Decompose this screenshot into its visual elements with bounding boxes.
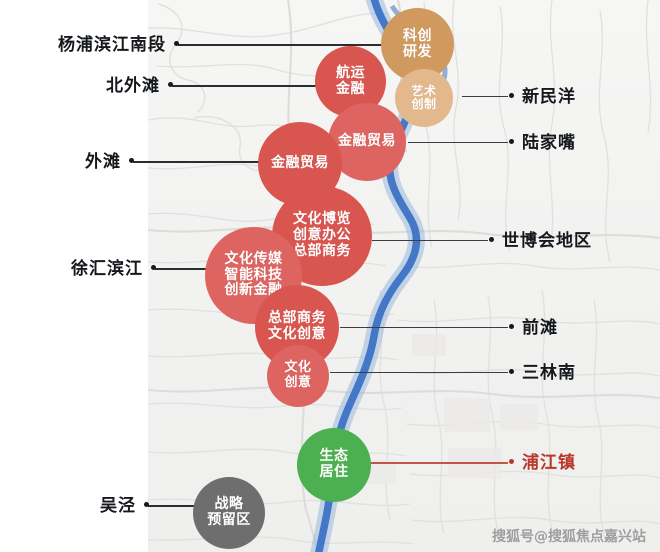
- label-qiantan[interactable]: 前滩: [522, 318, 558, 338]
- bubble-line: 文化: [284, 360, 312, 376]
- leader-line-shibo: [372, 240, 488, 242]
- leader-dot-lujiazui: [509, 139, 514, 144]
- bubble-kechuang-yanfa[interactable]: 科创 研发: [381, 8, 454, 81]
- bubble-shengtai-juzhu[interactable]: 生态 居住: [297, 428, 371, 502]
- leader-line-waitan: [133, 161, 267, 163]
- leader-dot-shibo: [489, 237, 494, 242]
- bubble-line: 航运: [336, 64, 365, 81]
- leader-line-lujiazui: [408, 142, 508, 144]
- bubble-line: 金融: [336, 80, 365, 97]
- leader-dot-xinminyang: [509, 93, 514, 98]
- bubble-line: 创制: [411, 97, 437, 111]
- label-sanlinnan[interactable]: 三林南: [522, 363, 576, 383]
- bubble-line: 文化创意: [268, 326, 326, 342]
- label-shibohui-diqu[interactable]: 世博会地区: [502, 231, 592, 251]
- bubble-line: 创意: [284, 375, 312, 390]
- bubble-line: 总部商务: [293, 242, 351, 259]
- leader-line-yangpu: [178, 44, 396, 46]
- leader-dot-xuhui: [151, 265, 156, 270]
- leader-line-wujing: [148, 505, 196, 507]
- bubble-line: 创新金融: [224, 282, 283, 299]
- bubble-yishu-chuangzhi[interactable]: 艺术 创制: [395, 69, 453, 127]
- label-yangpu-binjiang-nanduan[interactable]: 杨浦滨江南段: [58, 35, 166, 55]
- leader-dot-beiwaitan: [168, 82, 173, 87]
- bubble-line: 居住: [319, 464, 349, 480]
- bubble-wenhua-chuangyi[interactable]: 文化 创意: [267, 345, 329, 407]
- label-wujing[interactable]: 吴泾: [100, 496, 136, 516]
- leader-dot-waitan: [129, 158, 134, 163]
- bubble-line: 艺术: [411, 83, 437, 98]
- bubble-line: 文化传媒: [224, 250, 283, 267]
- label-waitan[interactable]: 外滩: [85, 152, 121, 172]
- bubble-line: 生态: [319, 448, 349, 465]
- watermark-sohu: 搜狐号@搜狐焦点嘉兴站: [492, 529, 646, 545]
- leader-line-xinminyang: [462, 96, 508, 98]
- leader-dot-qiantan: [509, 324, 514, 329]
- leader-dot-pujiang: [509, 459, 514, 464]
- label-pujiangzhen[interactable]: 浦江镇: [522, 453, 576, 473]
- leader-line-beiwaitan: [172, 85, 339, 87]
- leader-line-xuhui: [155, 268, 215, 270]
- bubble-line: 科创: [403, 27, 432, 44]
- label-xuhui-binjiang[interactable]: 徐汇滨江: [71, 259, 143, 279]
- label-lujiazui[interactable]: 陆家嘴: [522, 133, 576, 153]
- bubble-line: 战略: [214, 496, 244, 513]
- bubble-line: 文化博览: [293, 211, 351, 228]
- leader-dot-wujing: [144, 502, 149, 507]
- bubble-line: 预留区: [207, 512, 251, 528]
- bubble-line: 总部商务: [268, 310, 326, 327]
- leader-line-pujiang: [370, 462, 508, 464]
- label-xinminyang[interactable]: 新民洋: [522, 87, 576, 107]
- bubble-line: 研发: [403, 43, 432, 60]
- bubble-line: 智能科技: [224, 266, 283, 283]
- bubble-line: 创意办公: [293, 227, 351, 244]
- leader-line-qiantan: [340, 327, 508, 329]
- bubble-zhanlue-yuliuqu[interactable]: 战略 预留区: [193, 477, 265, 549]
- leader-line-sanlinnan: [330, 372, 508, 374]
- leader-dot-sanlinnan: [509, 369, 514, 374]
- label-beiwaitan[interactable]: 北外滩: [106, 76, 160, 96]
- bubble-line: 金融贸易: [338, 133, 396, 150]
- leader-dot-yangpu: [174, 41, 179, 46]
- bubble-line: 金融贸易: [271, 155, 329, 172]
